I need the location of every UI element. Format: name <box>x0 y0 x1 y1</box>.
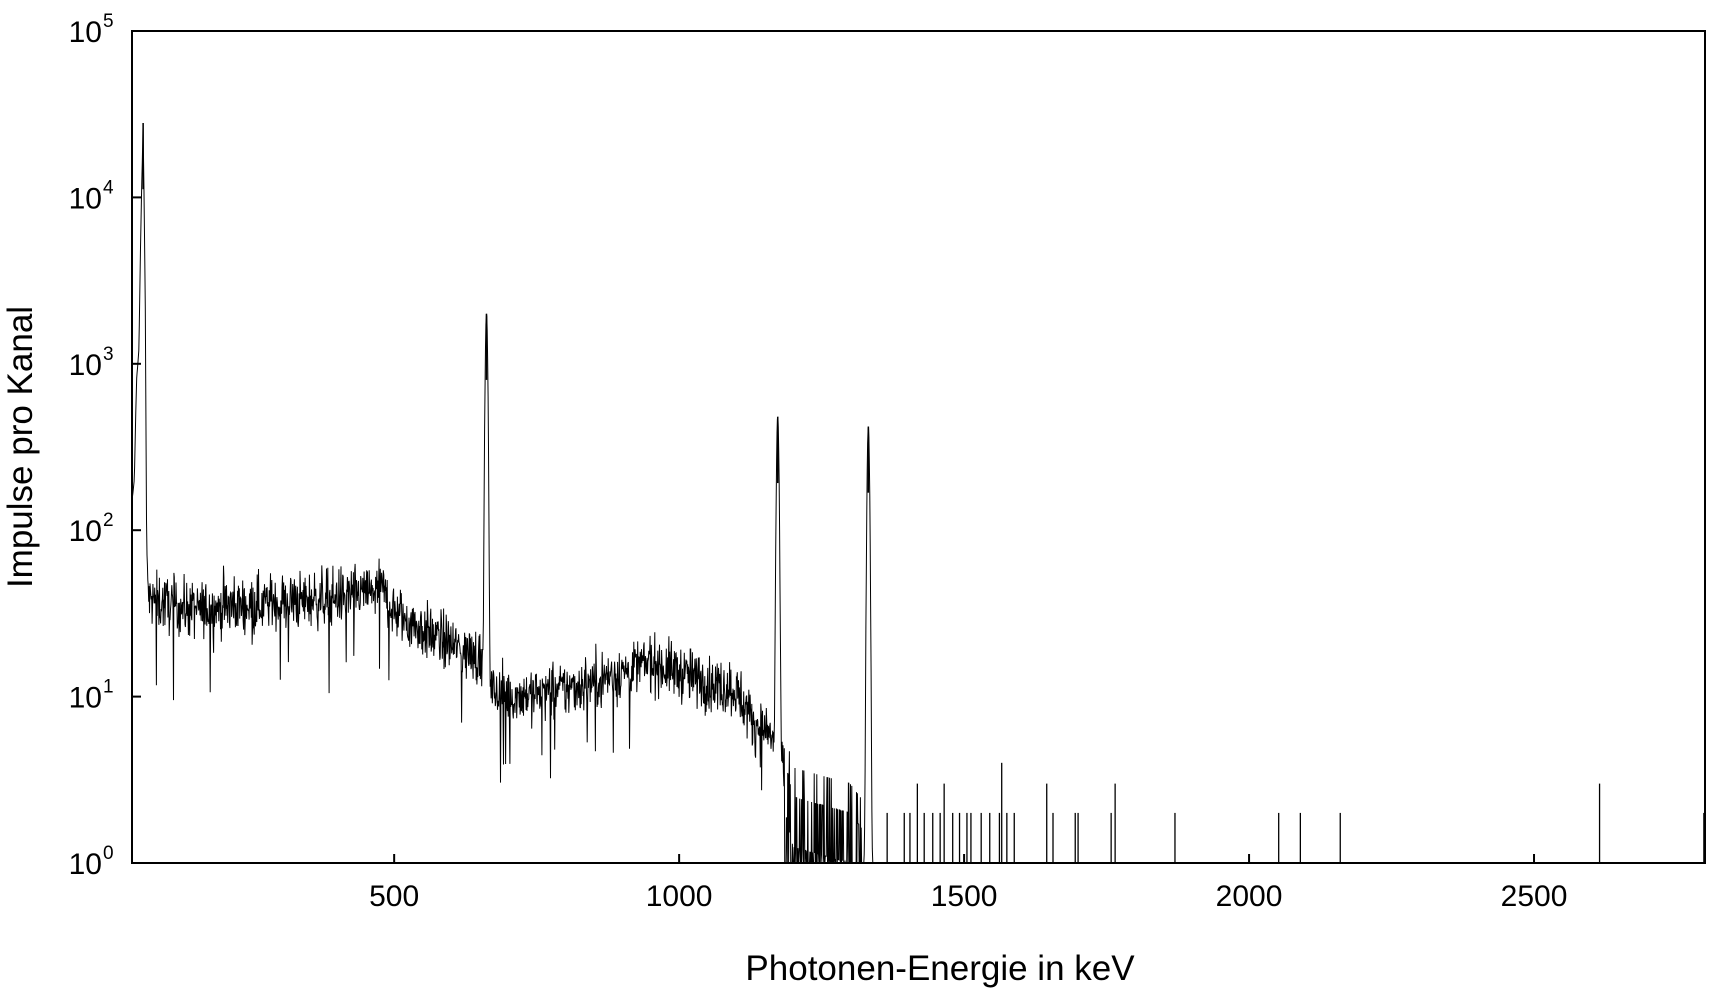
y-tick-label: 10 <box>69 848 102 881</box>
y-tick-exponent: 3 <box>103 344 114 365</box>
y-tick-label: 10 <box>69 16 102 49</box>
y-tick-exponent: 0 <box>103 843 114 864</box>
y-tick-exponent: 1 <box>103 677 114 698</box>
y-tick-exponent: 2 <box>103 510 114 531</box>
x-tick-label: 2500 <box>1501 880 1568 913</box>
x-tick-label: 500 <box>369 880 419 913</box>
x-tick-label: 1000 <box>646 880 713 913</box>
y-tick-label: 10 <box>69 349 102 382</box>
y-tick-exponent: 4 <box>103 177 114 198</box>
y-tick-label: 10 <box>69 682 102 715</box>
y-tick-label: 10 <box>69 515 102 548</box>
x-axis-title: Photonen-Energie in keV <box>745 949 1135 988</box>
x-tick-label: 1500 <box>931 880 998 913</box>
y-axis-title: Impulse pro Kanal <box>1 306 40 588</box>
y-tick-exponent: 5 <box>103 11 114 32</box>
plot-frame <box>131 30 1706 864</box>
y-tick-label: 10 <box>69 182 102 215</box>
spectrum-line <box>131 122 876 865</box>
x-tick-label: 2000 <box>1216 880 1283 913</box>
